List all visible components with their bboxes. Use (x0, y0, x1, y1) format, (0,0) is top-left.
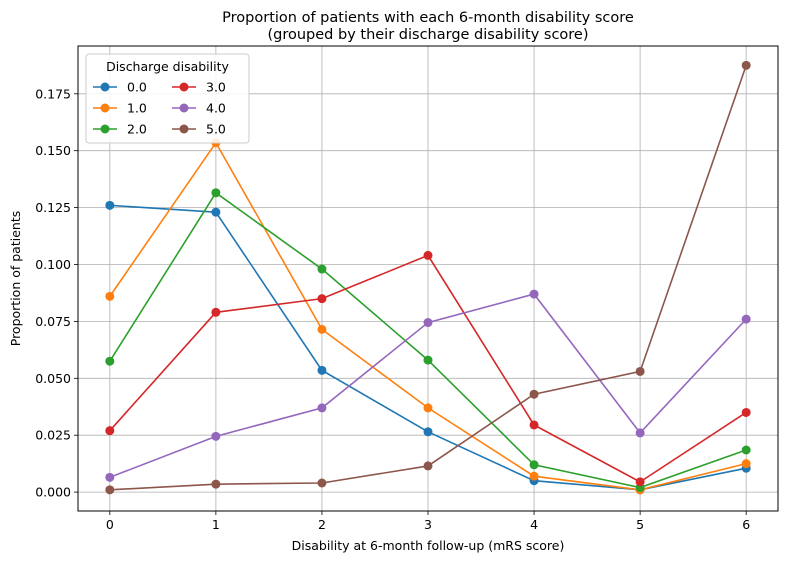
y-tick-label: 0.025 (35, 428, 71, 443)
legend-box (85, 53, 250, 144)
y-tick-label: 0.000 (35, 485, 71, 500)
y-tick-label: 0.125 (35, 200, 71, 215)
x-tick-label: 1 (212, 517, 220, 532)
data-point (529, 471, 539, 481)
data-point (317, 294, 327, 304)
legend-items: 0.0 1.0 2.0 3.0 4.0 5.0 (93, 80, 226, 137)
legend-title: Discharge disability (106, 59, 229, 74)
x-tick-label: 0 (106, 517, 114, 532)
data-point (423, 461, 433, 471)
y-tick-label: 0.075 (35, 314, 71, 329)
series-5.0 (105, 60, 751, 495)
legend-label: 4.0 (206, 101, 226, 116)
data-point (635, 477, 645, 487)
data-point (317, 478, 327, 488)
y-tick-label: 0.100 (35, 257, 71, 272)
data-point (317, 264, 327, 274)
x-axis-ticks: 0 1 2 3 4 5 6 (106, 511, 750, 532)
legend-label: 5.0 (206, 122, 226, 137)
legend-label: 0.0 (127, 80, 147, 95)
data-point (105, 426, 115, 436)
legend-label: 1.0 (127, 101, 147, 116)
data-point (211, 431, 221, 441)
data-point (317, 324, 327, 334)
data-point (211, 207, 221, 217)
x-axis-label: Disability at 6-month follow-up (mRS sco… (292, 538, 565, 553)
data-point (423, 355, 433, 365)
legend-marker (179, 103, 189, 113)
data-point (741, 60, 751, 70)
data-point (317, 403, 327, 413)
data-point (741, 314, 751, 324)
legend-item-1.0: 1.0 (93, 101, 147, 116)
x-tick-label: 5 (636, 517, 644, 532)
data-point (105, 291, 115, 301)
data-point (105, 200, 115, 210)
y-axis-label: Proportion of patients (8, 211, 23, 347)
data-point (211, 307, 221, 317)
legend-marker (179, 124, 189, 134)
legend: Discharge disability 0.0 1.0 2.0 3.0 4.0 5.0 (85, 53, 250, 144)
y-tick-label: 0.175 (35, 86, 71, 101)
data-point (423, 403, 433, 413)
x-tick-label: 6 (742, 517, 750, 532)
y-axis-ticks: 0.000 0.025 0.050 0.075 0.100 0.125 0.150 0.175 (35, 86, 78, 500)
legend-item-4.0: 4.0 (172, 101, 226, 116)
legend-marker (100, 103, 110, 113)
x-tick-label: 4 (530, 517, 538, 532)
data-series (105, 60, 751, 495)
y-tick-label: 0.150 (35, 143, 71, 158)
data-point (529, 289, 539, 299)
x-tick-label: 3 (424, 517, 432, 532)
data-point (635, 366, 645, 376)
data-point (529, 420, 539, 430)
data-point (423, 427, 433, 437)
series-4.0 (105, 289, 751, 482)
y-tick-label: 0.050 (35, 371, 71, 386)
data-point (529, 389, 539, 399)
data-point (529, 460, 539, 470)
legend-item-0.0: 0.0 (93, 80, 147, 95)
data-point (741, 459, 751, 469)
data-point (317, 365, 327, 375)
data-point (635, 428, 645, 438)
legend-label: 2.0 (127, 122, 147, 137)
chart-title-line-2: (grouped by their discharge disability s… (267, 27, 588, 43)
data-point (741, 445, 751, 455)
legend-item-2.0: 2.0 (93, 122, 147, 137)
data-point (741, 407, 751, 417)
data-point (423, 318, 433, 328)
data-point (105, 485, 115, 495)
data-point (423, 250, 433, 260)
data-point (105, 356, 115, 366)
chart-title-line-1: Proportion of patients with each 6-month… (222, 10, 634, 26)
legend-marker (179, 82, 189, 92)
legend-label: 3.0 (206, 80, 226, 95)
legend-item-3.0: 3.0 (172, 80, 226, 95)
plot-frame (77, 45, 779, 512)
legend-marker (100, 124, 110, 134)
data-point (211, 479, 221, 489)
data-point (105, 472, 115, 482)
data-point (211, 188, 221, 198)
legend-marker (100, 82, 110, 92)
series-3.0 (105, 250, 751, 487)
x-tick-label: 2 (318, 517, 326, 532)
legend-item-5.0: 5.0 (172, 122, 226, 137)
